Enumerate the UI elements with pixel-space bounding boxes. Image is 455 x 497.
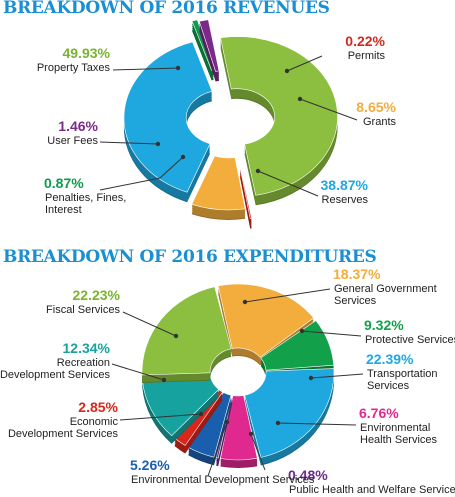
exp-pct-recreation-development-services: 12.34% bbox=[63, 340, 111, 356]
exp-leader-protective-services bbox=[301, 330, 362, 337]
exp-leader-environmental-development-services bbox=[207, 421, 228, 477]
expenditures-title: BREAKDOWN OF 2016 EXPENDITURES bbox=[3, 247, 377, 267]
exp-leader-general-government-services bbox=[244, 288, 331, 303]
rev-leader-grants bbox=[299, 98, 358, 121]
exp-label-fiscal-services: Fiscal Services bbox=[46, 304, 120, 316]
exp-leader-dot-recreation-development-services bbox=[161, 377, 167, 383]
rev-pct-grants: 8.65% bbox=[356, 99, 396, 115]
rev-pct-user-fees: 1.46% bbox=[58, 118, 98, 134]
exp-label-environmental-health-services: Environmental bbox=[360, 422, 430, 434]
rev-slice-grants bbox=[191, 155, 246, 211]
rev-leader-dot-grants bbox=[297, 96, 303, 102]
exp-label-transportation-services: Services bbox=[367, 380, 410, 392]
exp-pct-transportation-services: 22.39% bbox=[366, 351, 414, 367]
exp-pct-environmental-health-services: 6.76% bbox=[359, 405, 399, 421]
rev-leader-permits bbox=[286, 55, 323, 72]
exp-leader-dot-protective-services bbox=[299, 328, 305, 334]
exp-slice-general-government-services bbox=[217, 283, 315, 358]
rev-leader-dot-reserves bbox=[255, 168, 261, 174]
exp-label-transportation-services: Transportation bbox=[367, 368, 438, 380]
exp-label-protective-services: Protective Services bbox=[365, 334, 455, 346]
exp-label-environmental-health-services: Health Services bbox=[360, 434, 438, 446]
rev-label-permits: Permits bbox=[348, 50, 386, 62]
exp-pct-public-health-and-welfare-services: 0.48% bbox=[288, 467, 328, 483]
rev-leader-dot-permits bbox=[284, 68, 290, 74]
rev-pct-property-taxes: 49.93% bbox=[63, 45, 111, 61]
exp-leader-recreation-development-services bbox=[111, 363, 165, 381]
rev-leader-penalties-fines-interest bbox=[99, 156, 184, 191]
rev-pct-reserves: 38.87% bbox=[321, 177, 369, 193]
exp-leader-dot-transportation-services bbox=[308, 375, 314, 381]
rev-leader-dot-penalties-fines-interest bbox=[180, 154, 186, 160]
rev-slice-user-fees bbox=[198, 19, 220, 72]
rev-leader-reserves bbox=[257, 170, 319, 197]
exp-pct-protective-services: 9.32% bbox=[364, 317, 404, 333]
revenues-donut bbox=[123, 19, 338, 229]
exp-leader-public-health-and-welfare-services bbox=[250, 433, 266, 471]
rev-leader-dot-property-taxes bbox=[175, 65, 181, 71]
rev-label-reserves: Reserves bbox=[322, 194, 369, 206]
rev-slice-permits bbox=[239, 166, 252, 219]
exp-label-recreation-development-services: Recreation bbox=[57, 357, 110, 369]
revenues-labels: 49.93%Property Taxes 0.22%Permits 8.65%Gra… bbox=[37, 33, 397, 216]
rev-label-penalties-fines-interest: Interest bbox=[45, 204, 82, 216]
exp-slice-fiscal-services bbox=[141, 286, 232, 376]
exp-leader-dot-environmental-health-services bbox=[275, 420, 281, 426]
exp-label-public-health-and-welfare-services: Public Health and Welfare Services bbox=[289, 484, 455, 496]
exp-label-general-government-services: General Government bbox=[334, 283, 437, 295]
rev-slice-property-taxes bbox=[220, 36, 338, 196]
exp-leader-dot-fiscal-services bbox=[173, 333, 179, 339]
exp-label-recreation-development-services: Development Services bbox=[0, 369, 110, 381]
rev-pct-penalties-fines-interest: 0.87% bbox=[44, 175, 84, 191]
rev-leader-dot-user-fees bbox=[155, 141, 161, 147]
exp-slice-transportation-services bbox=[244, 368, 335, 458]
exp-label-general-government-services: Services bbox=[334, 295, 377, 307]
rev-label-grants: Grants bbox=[363, 116, 397, 128]
exp-pct-environmental-development-services: 5.26% bbox=[130, 457, 170, 473]
exp-label-economic-development-services: Economic bbox=[70, 416, 119, 428]
exp-pct-fiscal-services: 22.23% bbox=[73, 287, 121, 303]
exp-label-economic-development-services: Development Services bbox=[8, 428, 119, 440]
expenditures-donut bbox=[141, 283, 335, 468]
rev-label-user-fees: User Fees bbox=[47, 135, 98, 147]
exp-pct-economic-development-services: 2.85% bbox=[78, 399, 118, 415]
exp-leader-dot-public-health-and-welfare-services bbox=[248, 431, 254, 437]
rev-label-property-taxes: Property Taxes bbox=[37, 62, 111, 74]
exp-pct-general-government-services: 18.37% bbox=[333, 266, 381, 282]
rev-label-penalties-fines-interest: Penalties, Fines, bbox=[45, 192, 126, 204]
rev-leader-user-fees bbox=[99, 141, 159, 145]
exp-label-environmental-development-services: Environmental Development Services bbox=[131, 474, 315, 486]
rev-leader-property-taxes bbox=[112, 67, 179, 71]
exp-slice-protective-services bbox=[260, 320, 335, 371]
exp-slice-environmental-development-services bbox=[187, 392, 232, 458]
exp-leader-economic-development-services bbox=[119, 413, 202, 421]
rev-pct-permits: 0.22% bbox=[345, 33, 385, 49]
exp-leader-dot-environmental-development-services bbox=[224, 419, 230, 425]
exp-leader-fiscal-services bbox=[122, 311, 177, 337]
revenues-title: BREAKDOWN OF 2016 REVENUES bbox=[3, 0, 330, 18]
rev-slice-reserves bbox=[123, 41, 213, 193]
expenditures-labels: 18.37%General GovernmentServices9.32%Pro… bbox=[0, 266, 455, 496]
exp-leader-transportation-services bbox=[310, 373, 364, 379]
exp-leader-dot-general-government-services bbox=[242, 299, 248, 305]
exp-leader-dot-economic-development-services bbox=[198, 411, 204, 417]
exp-leader-environmental-health-services bbox=[277, 422, 357, 426]
